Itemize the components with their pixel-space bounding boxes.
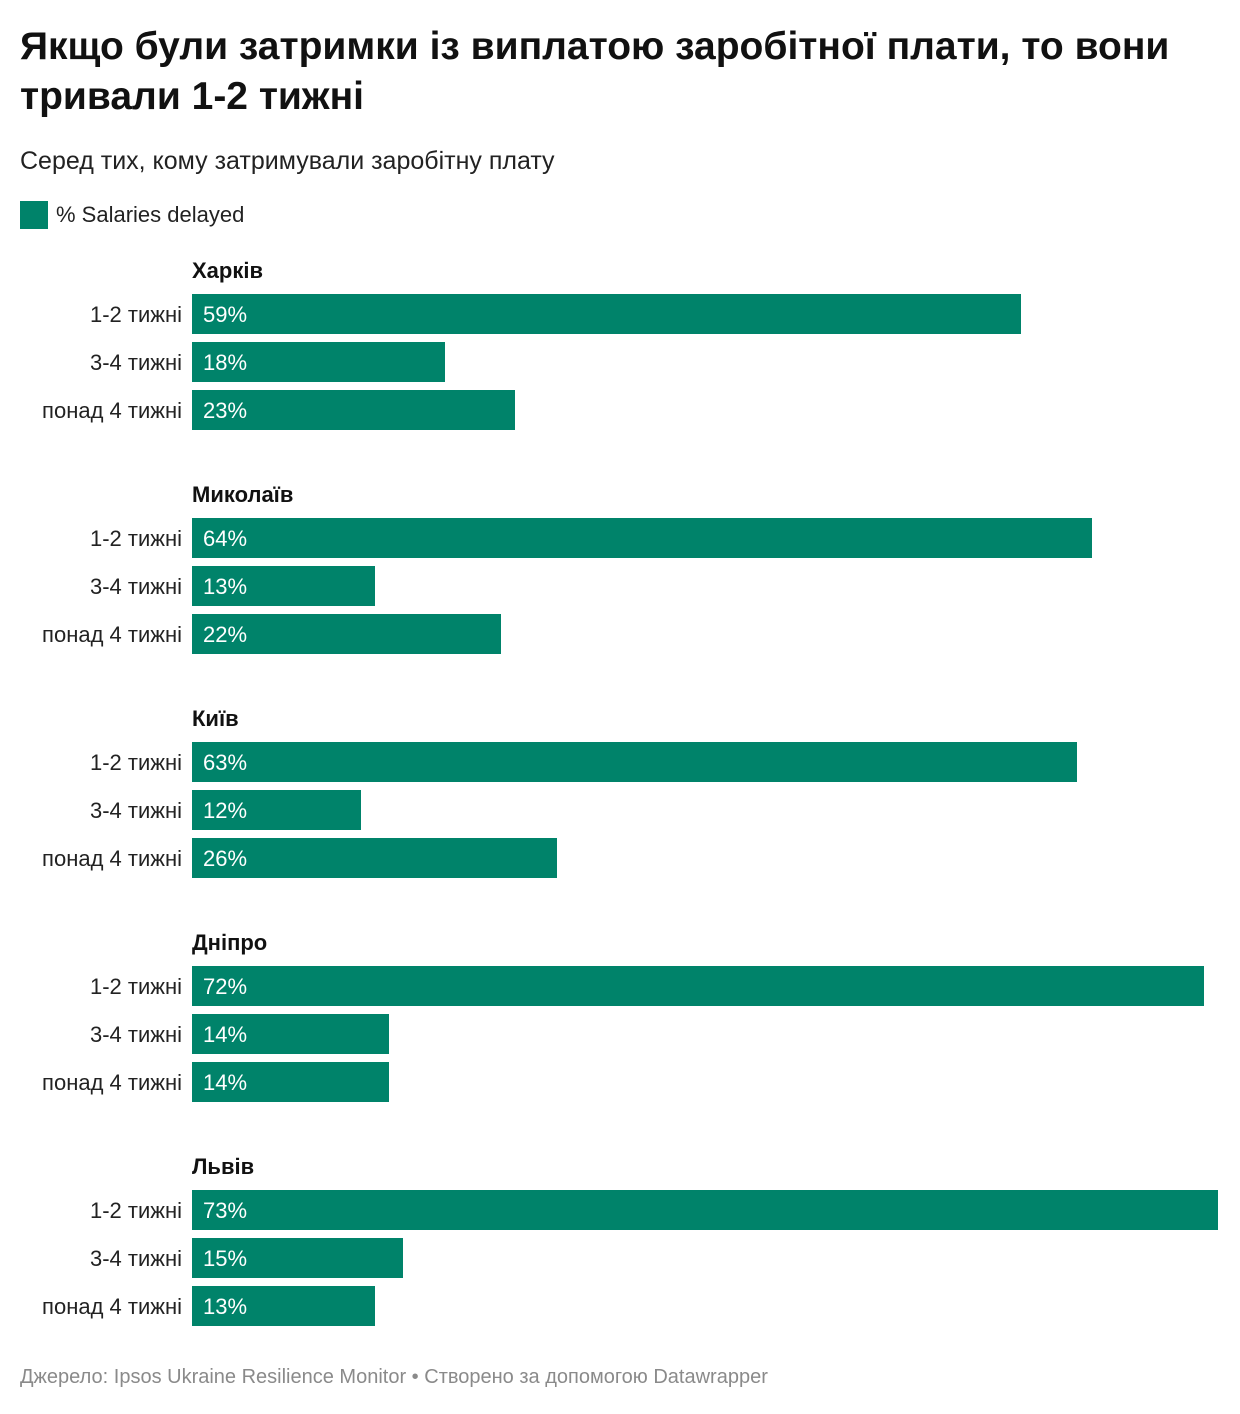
data-label: 22% [203, 622, 247, 647]
category-label: понад 4 тижні [42, 622, 182, 647]
bar [192, 790, 361, 830]
data-label: 13% [203, 574, 247, 599]
bar [192, 518, 1092, 558]
bar [192, 1238, 403, 1278]
bar [192, 566, 375, 606]
chart-subtitle: Серед тих, кому затримували заробітну пл… [20, 147, 555, 175]
group-title: Київ [192, 706, 239, 731]
category-label: понад 4 тижні [42, 1070, 182, 1095]
bar [192, 966, 1204, 1006]
footer-credit: Створено за допомогою Datawrapper [424, 1366, 768, 1388]
category-label: 3-4 тижні [90, 574, 182, 599]
bar [192, 294, 1021, 334]
data-label: 26% [203, 846, 247, 871]
category-label: понад 4 тижні [42, 846, 182, 871]
category-label: 3-4 тижні [90, 1246, 182, 1271]
bar [192, 1062, 389, 1102]
chart-title: Якщо були затримки із виплатою заробітно… [20, 25, 1170, 118]
category-label: понад 4 тижні [42, 398, 182, 423]
legend-label: % Salaries delayed [56, 202, 245, 227]
category-label: понад 4 тижні [42, 1294, 182, 1319]
bar [192, 838, 557, 878]
group-title: Миколаїв [192, 482, 293, 507]
bar [192, 342, 445, 382]
data-label: 14% [203, 1022, 247, 1047]
category-label: 3-4 тижні [90, 798, 182, 823]
category-label: 1-2 тижні [90, 302, 182, 327]
bar [192, 614, 501, 654]
legend-swatch [20, 201, 48, 229]
legend: % Salaries delayed [20, 200, 244, 230]
footer: Джерело: Ipsos Ukraine Resilience Monito… [20, 1366, 768, 1389]
data-label: 59% [203, 302, 247, 327]
bar [192, 390, 515, 430]
footer-source: Джерело: Ipsos Ukraine Resilience Monito… [20, 1366, 407, 1388]
data-label: 15% [203, 1246, 247, 1271]
category-label: 1-2 тижні [90, 1198, 182, 1223]
category-label: 1-2 тижні [90, 974, 182, 999]
category-label: 1-2 тижні [90, 750, 182, 775]
group-title: Львів [192, 1154, 254, 1179]
category-label: 3-4 тижні [90, 350, 182, 375]
category-label: 1-2 тижні [90, 526, 182, 551]
data-label: 13% [203, 1294, 247, 1319]
bar [192, 1190, 1218, 1230]
data-label: 72% [203, 974, 247, 999]
data-label: 64% [203, 526, 247, 551]
data-label: 23% [203, 398, 247, 423]
data-label: 63% [203, 750, 247, 775]
group-title: Дніпро [192, 930, 267, 955]
category-label: 3-4 тижні [90, 1022, 182, 1047]
footer-separator: • [411, 1366, 419, 1388]
data-label: 14% [203, 1070, 247, 1095]
bar [192, 1286, 375, 1326]
data-label: 18% [203, 350, 247, 375]
bar [192, 742, 1077, 782]
data-label: 73% [203, 1198, 247, 1223]
data-label: 12% [203, 798, 247, 823]
group-title: Харків [192, 258, 263, 283]
bar [192, 1014, 389, 1054]
